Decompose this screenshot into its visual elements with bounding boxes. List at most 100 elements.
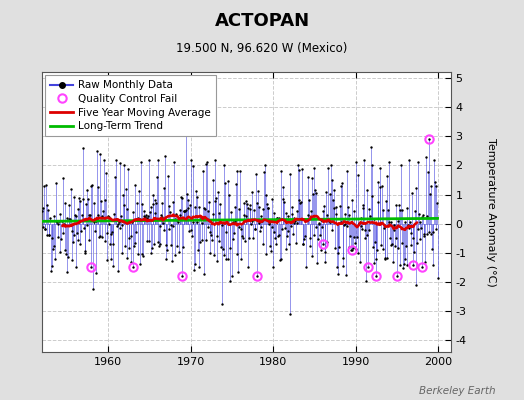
Point — [163, 247, 171, 254]
Point — [283, 228, 292, 234]
Point — [306, 243, 314, 249]
Point — [224, 178, 232, 184]
Point — [391, 235, 400, 241]
Point — [57, 235, 66, 242]
Point — [188, 232, 196, 239]
Point — [353, 234, 361, 240]
Point — [376, 165, 385, 172]
Point — [156, 222, 165, 229]
Point — [298, 166, 306, 172]
Point — [81, 250, 90, 256]
Point — [308, 175, 316, 182]
Point — [318, 224, 326, 230]
Point — [136, 216, 145, 222]
Point — [290, 220, 299, 226]
Point — [354, 250, 362, 256]
Point — [75, 197, 84, 204]
Point — [198, 219, 206, 226]
Point — [427, 182, 435, 189]
Point — [99, 234, 107, 240]
Point — [331, 244, 339, 251]
Point — [249, 207, 258, 213]
Point — [415, 211, 423, 218]
Point — [126, 218, 134, 224]
Point — [110, 263, 118, 270]
Point — [113, 268, 122, 274]
Point — [323, 239, 332, 246]
Point — [345, 244, 354, 250]
Point — [141, 212, 150, 218]
Point — [123, 255, 131, 262]
Point — [259, 241, 268, 247]
Point — [250, 226, 259, 232]
Point — [64, 216, 73, 222]
Point — [260, 162, 269, 168]
Point — [356, 215, 365, 222]
Point — [99, 208, 107, 214]
Point — [267, 248, 275, 254]
Point — [264, 205, 272, 211]
Point — [235, 206, 244, 212]
Point — [301, 233, 309, 239]
Point — [280, 199, 288, 206]
Point — [118, 250, 127, 256]
Point — [275, 215, 283, 221]
Point — [229, 219, 237, 225]
Point — [275, 232, 283, 238]
Point — [187, 226, 195, 233]
Point — [247, 221, 255, 227]
Point — [391, 243, 399, 249]
Point — [189, 163, 198, 170]
Point — [341, 221, 350, 228]
Point — [308, 253, 316, 260]
Point — [428, 246, 436, 252]
Point — [130, 243, 138, 250]
Point — [363, 232, 371, 238]
Point — [112, 156, 121, 163]
Point — [338, 180, 346, 186]
Point — [341, 211, 349, 217]
Point — [201, 206, 209, 212]
Point — [400, 261, 408, 267]
Point — [154, 156, 162, 163]
Point — [113, 222, 121, 229]
Point — [165, 203, 173, 209]
Point — [316, 232, 324, 238]
Point — [181, 208, 189, 214]
Point — [333, 264, 341, 270]
Point — [411, 185, 420, 191]
Point — [336, 183, 345, 190]
Point — [227, 273, 236, 279]
Point — [134, 251, 142, 257]
Point — [82, 187, 91, 193]
Point — [77, 228, 85, 234]
Point — [91, 218, 100, 224]
Point — [286, 311, 294, 317]
Point — [294, 197, 303, 203]
Point — [64, 253, 72, 260]
Point — [183, 191, 191, 198]
Point — [194, 247, 202, 254]
Point — [282, 245, 290, 252]
Point — [167, 242, 176, 248]
Point — [146, 209, 154, 215]
Point — [418, 264, 426, 271]
Point — [162, 242, 171, 248]
Point — [389, 258, 397, 265]
Point — [261, 250, 270, 257]
Point — [124, 245, 133, 252]
Point — [255, 220, 263, 226]
Point — [277, 168, 286, 174]
Point — [332, 204, 340, 210]
Point — [330, 186, 339, 193]
Point — [323, 212, 331, 219]
Point — [114, 221, 123, 228]
Point — [62, 215, 71, 222]
Point — [263, 201, 271, 207]
Point — [337, 219, 345, 225]
Y-axis label: Temperature Anomaly (°C): Temperature Anomaly (°C) — [486, 138, 496, 286]
Point — [231, 218, 239, 224]
Point — [179, 244, 187, 250]
Point — [431, 182, 440, 189]
Point — [150, 196, 159, 203]
